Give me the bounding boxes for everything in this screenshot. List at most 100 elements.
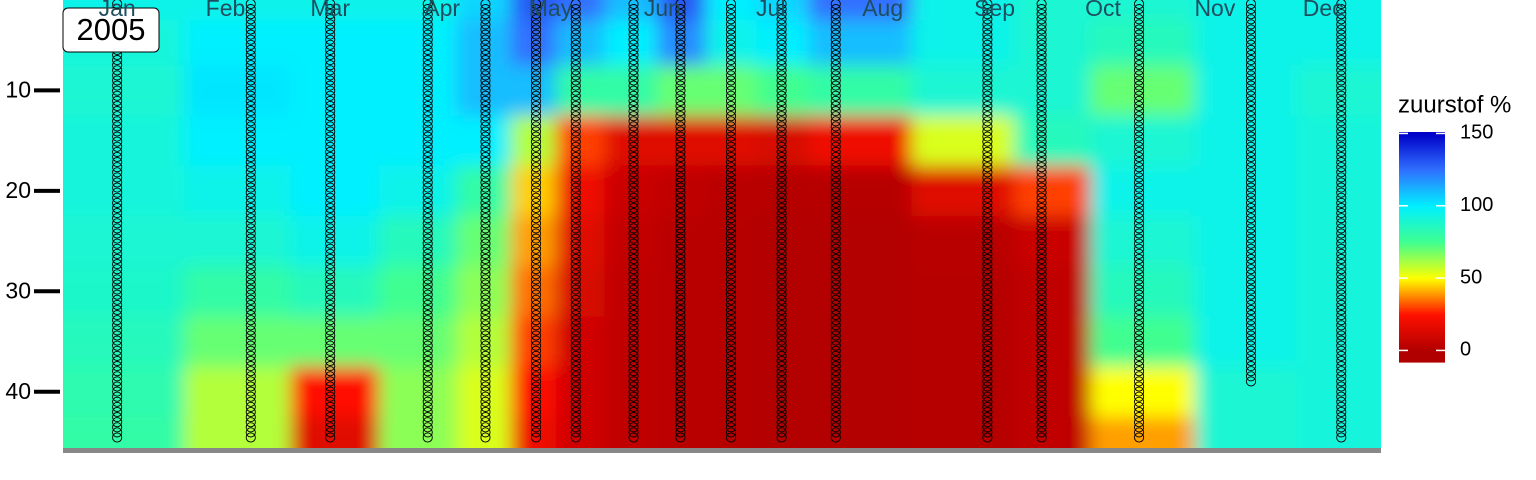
sample-point <box>1336 121 1347 132</box>
sample-point <box>1245 34 1257 45</box>
sample-point <box>830 279 841 290</box>
sample-point <box>675 223 686 234</box>
sample-point <box>245 422 256 433</box>
sample-point <box>1336 208 1347 219</box>
heat-cell <box>183 115 291 167</box>
sample-point <box>245 238 256 249</box>
sample-point <box>245 330 256 341</box>
sample-point <box>325 304 336 316</box>
sample-point <box>776 345 787 356</box>
sample-point <box>570 131 581 142</box>
sample-point <box>982 304 993 316</box>
sample-point <box>725 330 737 341</box>
sample-point <box>1336 294 1347 305</box>
sample-point <box>725 172 737 183</box>
heat-cell <box>1195 416 1297 452</box>
sample-point <box>480 259 491 270</box>
sample-point <box>245 350 256 361</box>
sample-point <box>725 376 737 387</box>
sample-point <box>112 65 123 76</box>
colorbar-step <box>1399 132 1445 135</box>
sample-point <box>245 299 256 310</box>
sample-point <box>776 253 787 265</box>
sample-point <box>570 29 581 40</box>
sample-point <box>570 248 581 259</box>
sample-point <box>725 243 737 254</box>
sample-point <box>628 126 639 137</box>
sample-point <box>830 432 841 443</box>
sample-point <box>1245 223 1257 234</box>
heat-cell <box>378 115 458 167</box>
heat-cell <box>63 316 185 368</box>
sample-point <box>325 228 336 239</box>
sample-point <box>675 106 686 117</box>
sample-point <box>725 136 737 147</box>
sample-point <box>570 60 581 71</box>
sample-point <box>776 111 787 122</box>
sample-point <box>245 19 256 30</box>
sample-point <box>570 151 581 163</box>
sample-point <box>480 412 491 423</box>
sample-point <box>480 136 491 147</box>
sample-point <box>112 269 123 280</box>
sample-point <box>570 126 581 137</box>
sample-point <box>112 106 123 117</box>
sample-point <box>675 187 686 198</box>
sample-point <box>112 274 123 285</box>
heat-cell <box>657 20 707 66</box>
sample-point <box>628 19 639 30</box>
colorbar-step <box>1399 360 1445 363</box>
sample-point <box>830 65 841 76</box>
sample-point <box>480 39 491 50</box>
sample-point <box>480 223 491 234</box>
sample-point <box>1336 340 1347 351</box>
sample-point <box>422 182 433 193</box>
heat-cell <box>1014 266 1091 317</box>
sample-point <box>982 116 993 127</box>
sample-point <box>1036 157 1047 168</box>
sample-point <box>245 80 256 91</box>
sample-point <box>422 248 433 259</box>
heat-cell <box>756 65 810 117</box>
sample-point <box>1036 376 1047 387</box>
sample-point <box>570 177 581 188</box>
sample-point <box>1336 126 1347 137</box>
sample-point <box>480 371 491 382</box>
sample-point <box>776 34 787 45</box>
sample-point <box>1336 432 1347 443</box>
sample-point <box>480 146 491 157</box>
sample-point <box>1134 427 1145 438</box>
sample-point <box>112 141 123 152</box>
sample-point <box>982 315 993 326</box>
sample-point <box>480 299 491 310</box>
sample-point <box>570 391 581 402</box>
sample-point <box>1036 121 1047 132</box>
heat-cell <box>456 20 512 66</box>
sample-point <box>776 422 787 433</box>
sample-point <box>422 106 433 117</box>
sample-point <box>725 100 737 112</box>
sample-point <box>1245 44 1257 55</box>
sample-point <box>776 197 787 208</box>
sample-point <box>1036 146 1047 157</box>
sample-point <box>1336 233 1347 244</box>
sample-point <box>422 330 433 341</box>
sample-point <box>1134 65 1145 76</box>
sample-point <box>245 218 256 229</box>
colorbar-label: 0 <box>1460 339 1471 361</box>
sample-point <box>112 376 123 387</box>
sample-point <box>1036 315 1047 326</box>
sample-point <box>480 238 491 249</box>
sample-point <box>1336 376 1347 387</box>
sample-point <box>570 187 581 198</box>
sample-point <box>1245 75 1257 86</box>
sample-point <box>628 289 639 300</box>
sample-point <box>725 233 737 244</box>
sample-point <box>628 274 639 285</box>
sample-point <box>1134 4 1145 15</box>
sample-point <box>1245 269 1257 280</box>
sample-point <box>422 340 433 351</box>
sample-point <box>830 100 841 112</box>
sample-point <box>530 366 542 377</box>
heat-cell <box>1014 20 1091 66</box>
